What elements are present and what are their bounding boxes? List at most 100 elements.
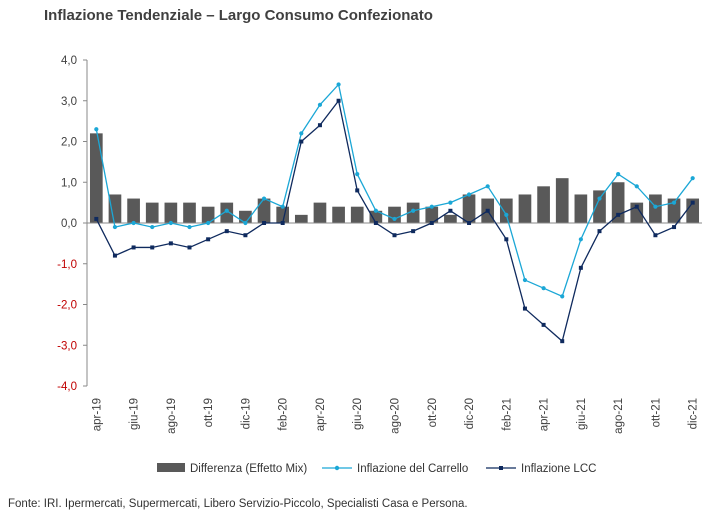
point-lcc-nov-21 [672, 225, 677, 230]
point-lcc-ago-19 [168, 241, 173, 246]
x-tick-label: apr-20 [315, 398, 327, 431]
point-carrello-nov-20 [448, 200, 453, 205]
legend-marker-lcc [499, 466, 503, 470]
bar-dic-19 [239, 210, 252, 223]
point-lcc-dic-21 [690, 200, 695, 205]
point-lcc-gen-21 [485, 208, 490, 213]
bar-ott-20 [425, 206, 439, 223]
point-carrello-feb-21 [504, 212, 509, 217]
point-lcc-set-20 [411, 229, 416, 234]
point-lcc-giu-21 [578, 265, 583, 270]
point-lcc-dic-20 [467, 221, 472, 225]
point-carrello-ago-20 [392, 216, 397, 222]
point-lcc-giu-20 [355, 188, 360, 193]
y-tick-label: 0,0 [61, 218, 77, 230]
point-lcc-lug-21 [597, 229, 602, 234]
y-tick-label: 2,0 [61, 137, 77, 149]
point-carrello-ago-21 [616, 172, 621, 177]
point-carrello-set-21 [634, 184, 639, 189]
point-carrello-ago-19 [168, 220, 173, 226]
point-lcc-lug-19 [150, 245, 155, 250]
point-carrello-lug-20 [373, 208, 378, 213]
legend-swatch-differenza [157, 463, 185, 472]
point-lcc-lug-20 [373, 221, 378, 225]
bar-giu-19 [127, 198, 140, 223]
point-lcc-dic-19 [243, 233, 248, 238]
y-tick-label: -4,0 [57, 381, 77, 393]
bar-feb-21 [499, 198, 513, 223]
point-carrello-apr-20 [317, 102, 323, 107]
legend-label-carrello: Inflazione del Carrello [357, 463, 468, 475]
point-lcc-feb-21 [504, 237, 509, 242]
point-carrello-nov-21 [671, 200, 677, 205]
point-lcc-apr-20 [317, 123, 322, 128]
bar-mag-19 [108, 194, 122, 223]
bar-dic-21 [686, 198, 700, 223]
point-carrello-lug-19 [150, 224, 155, 230]
bar-ago-20 [388, 206, 401, 223]
point-lcc-gen-20 [262, 221, 267, 225]
source-note: Fonte: IRI. Ipermercati, Supermercati, L… [8, 498, 468, 510]
point-carrello-nov-19 [224, 208, 229, 213]
bar-apr-20 [313, 202, 327, 223]
point-carrello-dic-20 [466, 192, 472, 197]
bar-giu-21 [574, 194, 588, 223]
point-carrello-ott-20 [429, 204, 434, 209]
point-carrello-giu-19 [131, 220, 136, 226]
point-carrello-lug-21 [597, 196, 602, 201]
point-lcc-giu-19 [131, 245, 136, 250]
bar-mag-20 [332, 206, 345, 223]
point-carrello-gen-21 [485, 184, 490, 189]
point-lcc-ago-20 [392, 233, 397, 238]
x-tick-label: feb-21 [501, 398, 513, 431]
x-tick-label: ott-21 [650, 398, 662, 427]
bar-apr-19 [89, 133, 103, 223]
bar-ott-19 [201, 206, 215, 223]
point-lcc-ago-21 [616, 212, 621, 217]
point-carrello-apr-21 [541, 286, 546, 291]
point-carrello-dic-19 [243, 220, 248, 226]
bars-series [89, 133, 700, 223]
bar-ago-21 [611, 182, 625, 223]
point-lcc-ott-21 [653, 233, 658, 238]
point-carrello-mag-21 [560, 294, 565, 299]
point-lcc-nov-20 [448, 208, 453, 213]
x-tick-label: ott-19 [203, 398, 215, 427]
point-carrello-mag-20 [336, 82, 341, 87]
lines-series [94, 82, 695, 344]
point-carrello-giu-20 [355, 172, 360, 177]
point-lcc-mag-20 [336, 98, 341, 103]
point-carrello-feb-20 [280, 204, 285, 209]
point-carrello-mar-20 [299, 131, 304, 136]
bar-dic-20 [462, 194, 476, 223]
legend-label-lcc: Inflazione LCC [521, 463, 596, 475]
bar-giu-20 [350, 206, 364, 223]
point-lcc-ott-20 [429, 221, 434, 225]
point-carrello-giu-21 [578, 237, 583, 242]
point-carrello-mag-19 [112, 224, 118, 230]
x-tick-label: feb-20 [278, 398, 290, 431]
bar-set-19 [183, 202, 196, 223]
point-lcc-apr-19 [94, 216, 99, 221]
bar-nov-20 [444, 214, 457, 223]
x-tick-label: dic-20 [464, 398, 476, 429]
bar-mar-21 [518, 194, 532, 223]
point-carrello-gen-20 [261, 196, 267, 201]
x-tick-label: apr-21 [539, 398, 551, 431]
y-tick-label: -1,0 [57, 259, 77, 271]
point-carrello-set-20 [411, 208, 416, 213]
point-carrello-set-19 [187, 224, 192, 230]
bar-lug-19 [145, 202, 159, 223]
bar-lug-20 [369, 210, 383, 223]
bar-mag-21 [555, 178, 569, 223]
x-tick-label: ago-21 [613, 398, 625, 434]
point-carrello-dic-21 [690, 176, 695, 181]
point-lcc-mar-21 [522, 306, 527, 311]
bar-nov-21 [667, 198, 681, 223]
x-tick-label: dic-21 [688, 398, 700, 429]
point-lcc-nov-19 [224, 229, 229, 234]
x-tick-label: ago-20 [390, 398, 402, 434]
x-tick-label: ago-19 [166, 398, 178, 434]
x-tick-label: ott-20 [427, 398, 439, 427]
